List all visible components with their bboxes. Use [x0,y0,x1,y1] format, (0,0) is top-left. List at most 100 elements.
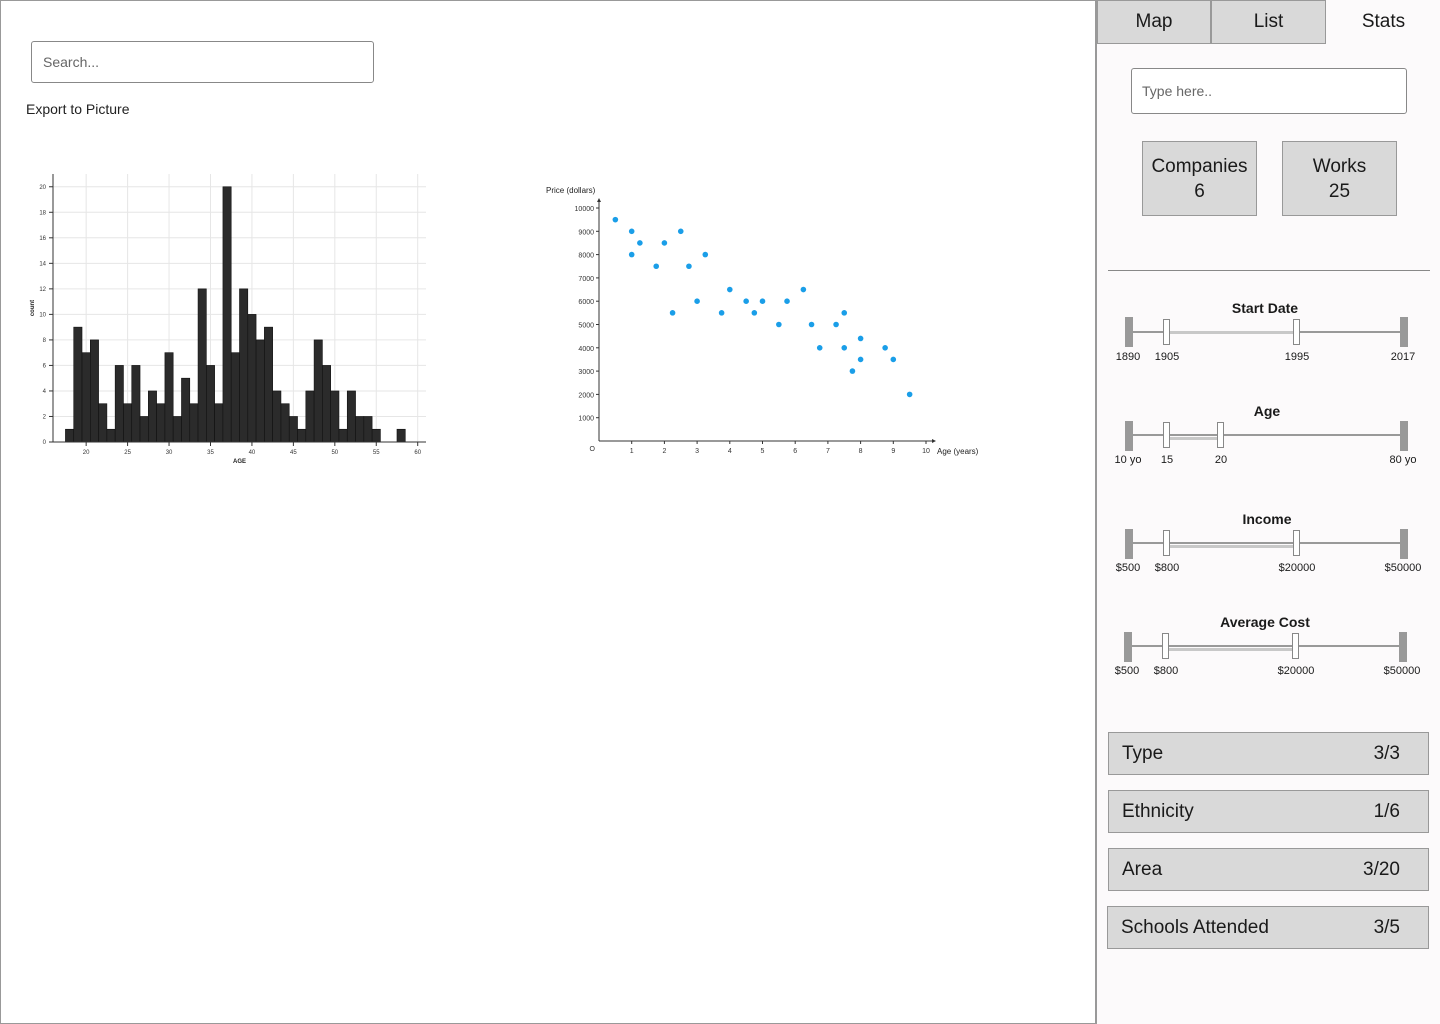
histogram-bar [355,416,365,443]
slider-max-label: $50000 [1383,665,1421,677]
slider-high-handle[interactable] [1293,319,1300,345]
y-tick-label: 5000 [578,323,594,330]
slider-max-cap [1400,529,1408,559]
facet-label: Area [1122,859,1163,880]
histogram-bar [189,403,199,443]
y-tick-label: 3000 [578,369,594,376]
tab-list[interactable]: List [1211,0,1326,44]
slider-high-handle[interactable] [1217,422,1224,448]
slider-low-label: 15 [1160,454,1174,466]
filter-title: Start Date [1231,300,1299,316]
scatter-point [849,368,856,374]
tab-stats[interactable]: Stats [1326,0,1440,44]
facet-count: 3/20 [1363,859,1400,880]
scatter-point [890,356,897,363]
histogram-bar [230,352,240,443]
histogram-bar [280,403,290,443]
slider-low-label: 1905 [1154,351,1180,363]
slider-max-label: $50000 [1384,562,1422,574]
slider-selected-range [1167,648,1297,651]
tab-map[interactable]: Map [1097,0,1211,44]
x-tick-label: 9 [891,448,895,455]
x-tick-label: 45 [290,450,297,456]
x-axis-label: AGE [233,459,246,465]
histogram-bar [98,403,108,443]
scatter-point [653,263,660,270]
histogram-bar [255,339,265,443]
x-tick-label: 55 [373,450,380,456]
slider-min-label: $500 [1115,562,1141,574]
slider-max-cap [1400,421,1408,451]
y-tick-label: 6000 [578,299,594,306]
x-tick-label: 5 [761,448,765,455]
scatter-point [727,286,733,293]
filter-title: Average Cost [1220,614,1310,630]
slider-min-cap [1124,632,1132,662]
y-axis-label: count [30,300,36,316]
sidebar-search-input[interactable] [1131,68,1407,114]
main-panel: Export to Picture 0246810121416182020253… [0,0,1096,1024]
histogram-bar [81,352,91,443]
scatter-point [743,298,749,304]
x-tick-label: 8 [859,448,863,455]
histogram-bar [123,403,133,443]
histogram-bar [305,390,315,443]
works-stat-value: 25 [1328,180,1351,202]
scatter-point [702,251,709,258]
x-axis-label: Age (years) [937,447,979,456]
slider-low-handle[interactable] [1163,319,1170,345]
histogram-bar [322,365,331,443]
search-input[interactable] [31,41,374,83]
histogram-bar [396,428,406,443]
facet-label: Ethnicity [1122,801,1194,822]
x-tick-label: 30 [166,450,173,456]
histogram-bar [346,390,356,443]
works-stat-label: Works [1312,155,1367,177]
y-tick-label: 16 [39,236,46,242]
facet-type[interactable]: Type 3/3 [1108,732,1429,775]
facet-ethnicity[interactable]: Ethnicity 1/6 [1108,790,1429,833]
histogram-bar [197,288,207,443]
filter-title: Income [1242,511,1292,527]
histogram-bar [172,416,182,443]
histogram-bar [330,390,340,443]
facet-schools-attended[interactable]: Schools Attended 3/5 [1107,906,1429,949]
scatter-point [637,240,643,246]
slider-max-label: 80 yo [1389,454,1417,466]
histogram-bar [264,326,273,443]
histogram-bar [156,403,166,443]
scatter-point [857,335,864,342]
scatter-point [751,310,758,316]
slider-low-handle[interactable] [1162,633,1169,659]
works-stat-button[interactable]: Works 25 [1282,141,1397,216]
y-tick-label: 2 [43,414,47,420]
slider-track [1129,434,1405,436]
companies-stat-button[interactable]: Companies 6 [1142,141,1257,216]
y-tick-label: 0 [43,440,47,446]
slider-high-handle[interactable] [1292,633,1299,659]
slider-max-cap [1399,632,1407,662]
slider-min-cap [1125,317,1133,347]
x-tick-label: 4 [728,448,732,455]
x-tick-label: 20 [83,450,90,456]
sidebar: Map List Stats Companies 6 Works 25 Star… [1096,0,1440,1024]
scatter-point [661,240,668,246]
facet-area[interactable]: Area 3/20 [1108,848,1429,891]
histogram-bar [181,377,191,443]
slider-low-handle[interactable] [1163,530,1170,556]
scatter-point [677,228,684,235]
slider-low-handle[interactable] [1163,422,1170,448]
histogram-bar [297,428,307,443]
histogram-bar [239,288,249,443]
slider-high-handle[interactable] [1293,530,1300,556]
x-tick-label: 6 [793,448,797,455]
x-tick-label: 1 [630,448,634,455]
y-axis-arrow [597,198,601,202]
histogram-bar [338,428,348,443]
price-age-scatter-chart: 1000 2000 3000 4000 5000 6000 7000 8000 9000 1000… [546,186,979,456]
slider-max-label: 2017 [1390,351,1416,363]
export-to-picture-link[interactable]: Export to Picture [26,101,130,117]
scatter-point [694,298,700,304]
histogram-bar [222,186,232,443]
facet-label: Type [1122,743,1164,764]
